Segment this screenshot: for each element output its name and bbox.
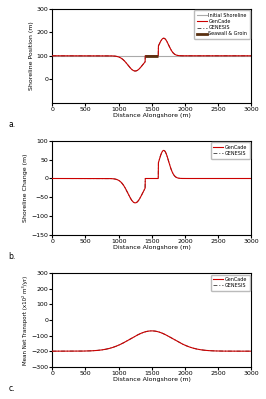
Text: c.: c. (9, 384, 15, 393)
Legend: GenCade, GENESIS: GenCade, GENESIS (211, 142, 250, 158)
X-axis label: Distance Alongshore (m): Distance Alongshore (m) (113, 377, 191, 382)
Y-axis label: Shoreline Position (m): Shoreline Position (m) (29, 22, 34, 90)
Legend: Initial Shoreline, GenCade, GENESIS, Seawall & Groin: Initial Shoreline, GenCade, GENESIS, Sea… (194, 10, 250, 39)
X-axis label: Distance Alongshore (m): Distance Alongshore (m) (113, 245, 191, 250)
Text: a.: a. (9, 120, 16, 128)
Y-axis label: Shoreline Change (m): Shoreline Change (m) (23, 154, 28, 222)
Legend: GenCade, GENESIS: GenCade, GENESIS (211, 275, 250, 290)
Text: b.: b. (9, 252, 16, 261)
Y-axis label: Mean Net Transport (x10² m³/yr): Mean Net Transport (x10² m³/yr) (22, 275, 28, 365)
X-axis label: Distance Alongshore (m): Distance Alongshore (m) (113, 113, 191, 118)
